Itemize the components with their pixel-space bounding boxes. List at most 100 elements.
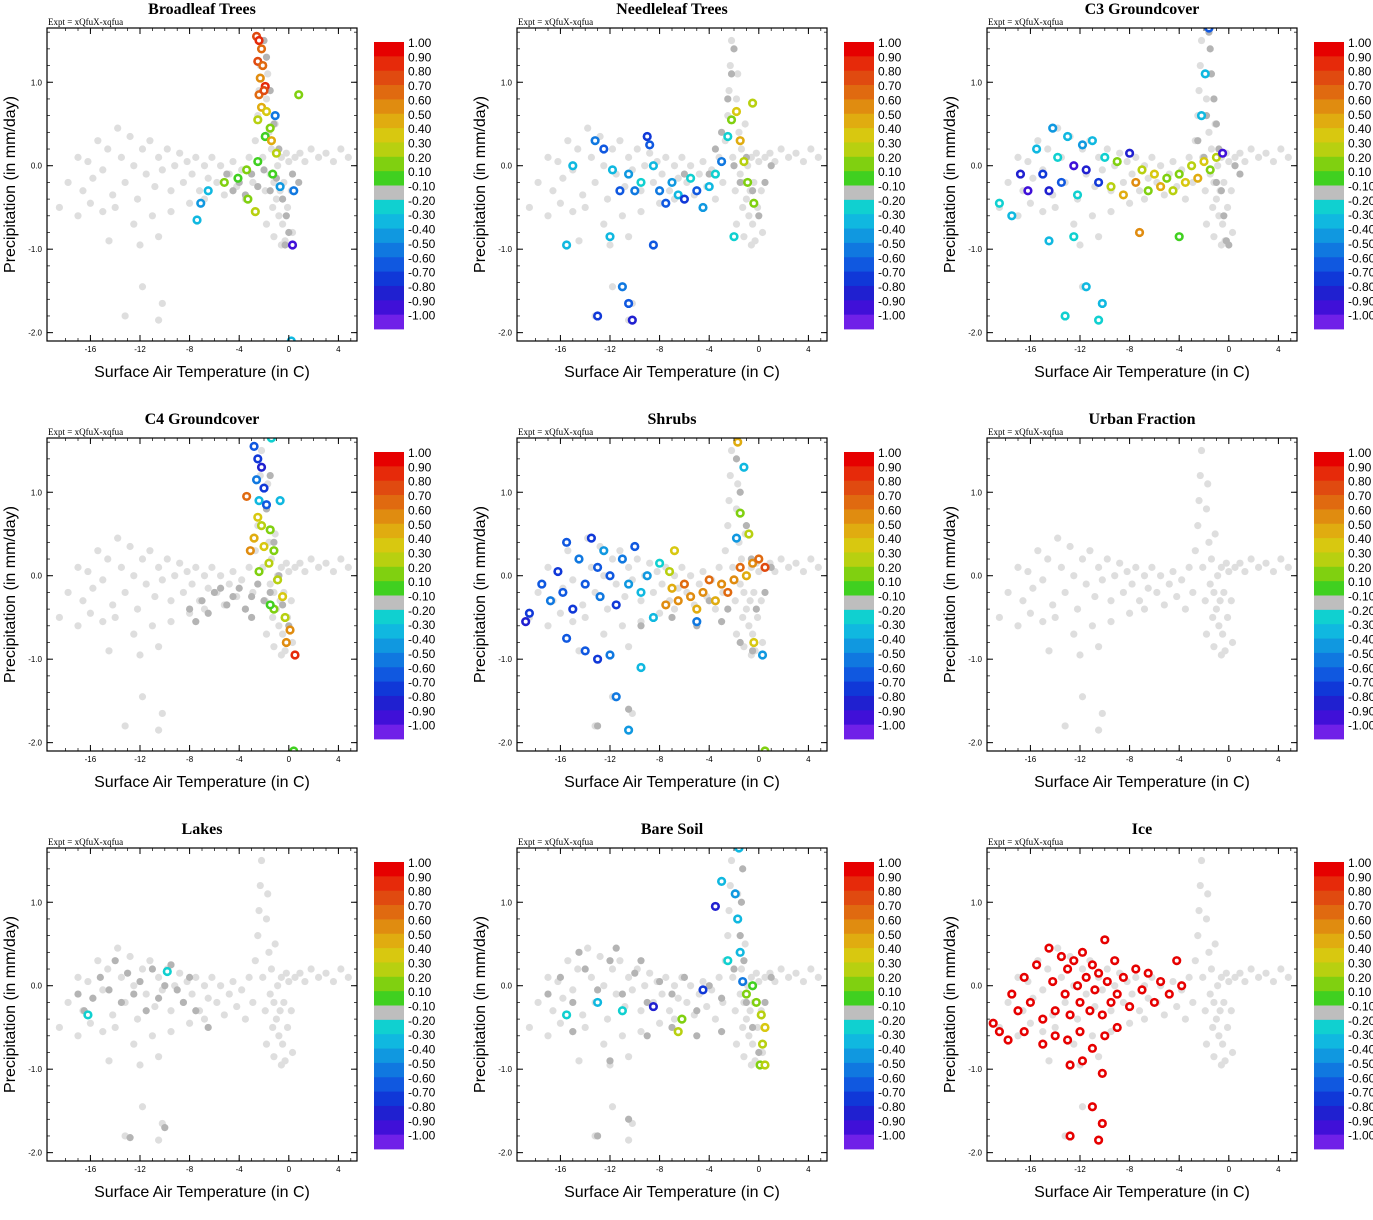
background-point <box>735 128 743 136</box>
colored-point <box>580 579 590 589</box>
background-point <box>287 597 295 605</box>
neutral-point <box>556 973 564 981</box>
colorbar-label: -0.50 <box>1348 237 1373 251</box>
x-tick-label: -4 <box>1176 345 1184 354</box>
colored-point <box>1177 981 1187 991</box>
colorbar-swatch <box>1314 495 1344 510</box>
background-point <box>1284 563 1292 571</box>
colored-point <box>757 650 768 660</box>
colored-point <box>729 575 739 585</box>
colored-point <box>741 571 752 581</box>
background-point <box>264 70 272 78</box>
background-point <box>195 187 204 195</box>
background-point <box>579 1011 587 1019</box>
colorbar-label: -0.60 <box>408 251 436 265</box>
background-point <box>1194 522 1202 530</box>
colorbar-swatch <box>374 285 404 301</box>
background-point <box>807 555 815 563</box>
neutral-point <box>668 1023 676 1032</box>
background-point <box>257 446 266 455</box>
colored-point <box>580 646 590 656</box>
background-point <box>155 1136 163 1144</box>
background-point <box>1116 559 1124 567</box>
colored-point <box>1094 315 1104 325</box>
colorbar-swatch <box>844 948 874 963</box>
colorbar-label: -0.10 <box>1348 590 1373 604</box>
background-point <box>549 1007 557 1015</box>
background-point <box>1236 149 1244 157</box>
expt-label: Expt = xQfuX-xqfua <box>988 427 1063 437</box>
colored-point <box>256 44 267 54</box>
colored-point <box>673 596 683 606</box>
background-point <box>200 572 209 580</box>
colored-point <box>1087 1043 1097 1053</box>
colorbar-swatch <box>374 128 404 143</box>
background-point <box>1189 998 1197 1007</box>
y-tick-label: -1.0 <box>498 245 512 254</box>
scatter-panel: Bare Soil Expt = xQfuX-xqfua -16 -12 -8 -4 0 4-… <box>470 820 928 1220</box>
colored-point <box>624 169 634 179</box>
background-point <box>136 241 144 249</box>
colored-point <box>253 512 263 522</box>
neutral-point <box>266 588 274 597</box>
background-point <box>556 1019 564 1027</box>
colorbar-swatch <box>844 228 874 244</box>
background-point <box>275 212 283 220</box>
background-point <box>111 613 119 622</box>
neutral-point <box>705 982 713 990</box>
neutral-point <box>260 597 268 605</box>
colored-point <box>748 981 758 991</box>
background-point <box>1128 990 1136 998</box>
colored-point <box>743 177 753 188</box>
colorbar: 1.000.900.800.700.600.500.400.300.200.10… <box>844 446 906 740</box>
background-point <box>1140 572 1149 580</box>
background-point <box>674 174 682 182</box>
colorbar-label: 0.80 <box>878 475 902 489</box>
background-point <box>1225 157 1233 166</box>
background-point <box>314 563 323 571</box>
background-point <box>1051 1023 1059 1032</box>
colorbar-swatch <box>1314 609 1344 625</box>
background-point <box>84 567 92 576</box>
x-tick-label: 4 <box>1276 1165 1281 1174</box>
background-point <box>270 233 278 241</box>
background-point <box>255 907 263 915</box>
background-point <box>1044 555 1052 563</box>
colorbar-swatch <box>844 862 874 877</box>
background-point <box>1132 563 1140 571</box>
background-point <box>1098 166 1106 174</box>
background-point <box>344 973 352 981</box>
colored-point <box>698 202 708 213</box>
background-point <box>1228 228 1237 237</box>
expt-label: Expt = xQfuX-xqfua <box>48 837 123 847</box>
colored-point <box>1211 152 1222 162</box>
x-tick-label: -16 <box>85 1165 97 1174</box>
background-point <box>1039 986 1047 994</box>
panel-title: Needleleaf Trees <box>616 1 728 18</box>
expt-label: Expt = xQfuX-xqfua <box>518 17 593 27</box>
background-point <box>229 157 237 166</box>
colored-point <box>590 136 600 146</box>
colorbar: 1.000.900.800.700.600.500.400.300.200.10… <box>374 446 436 740</box>
background-point <box>596 952 604 961</box>
colored-point <box>605 232 615 242</box>
colorbar-label: 0.70 <box>878 489 902 503</box>
colorbar: 1.000.900.800.700.600.500.400.300.200.10… <box>1314 856 1373 1150</box>
y-tick-label: -1.0 <box>28 245 42 254</box>
colorbar-label: 0.60 <box>1348 913 1372 927</box>
scatter-panel: C4 Groundcover Expt = xQfuX-xqfua -16 -12 -8… <box>0 410 458 810</box>
colored-point <box>1174 232 1184 242</box>
background-point <box>641 982 649 990</box>
background-point <box>670 605 679 613</box>
background-point <box>1212 1015 1220 1023</box>
background-point <box>287 1007 295 1015</box>
background-point <box>99 208 107 216</box>
background-point <box>683 998 691 1007</box>
colored-point <box>642 571 652 581</box>
colored-point <box>275 495 285 506</box>
background-point <box>104 965 112 973</box>
colored-point <box>1097 298 1107 309</box>
colored-point <box>250 207 260 217</box>
colored-point <box>255 73 265 83</box>
colored-point <box>1112 1022 1122 1033</box>
